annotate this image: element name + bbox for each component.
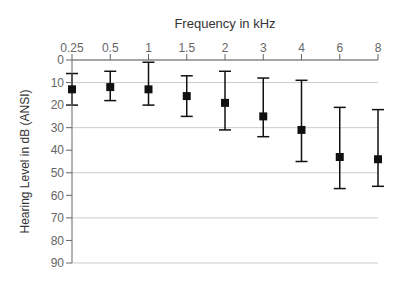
svg-text:50: 50 — [51, 166, 65, 180]
svg-text:1.5: 1.5 — [178, 41, 195, 55]
svg-text:6: 6 — [336, 41, 343, 55]
svg-text:70: 70 — [51, 211, 65, 225]
svg-text:90: 90 — [51, 256, 65, 270]
svg-text:10: 10 — [51, 76, 65, 90]
svg-text:4: 4 — [298, 41, 305, 55]
svg-text:Frequency in kHz: Frequency in kHz — [174, 16, 275, 31]
svg-text:0.5: 0.5 — [102, 41, 119, 55]
svg-text:60: 60 — [51, 189, 65, 203]
svg-text:40: 40 — [51, 143, 65, 157]
svg-text:Hearing Level in dB (ANSI): Hearing Level in dB (ANSI) — [18, 89, 32, 233]
svg-text:3: 3 — [260, 41, 267, 55]
svg-text:20: 20 — [51, 98, 65, 112]
svg-text:2: 2 — [222, 41, 229, 55]
svg-text:8: 8 — [375, 41, 382, 55]
svg-text:0: 0 — [57, 53, 64, 67]
svg-text:80: 80 — [51, 234, 65, 248]
svg-text:0.25: 0.25 — [60, 41, 84, 55]
svg-text:30: 30 — [51, 121, 65, 135]
svg-text:1: 1 — [145, 41, 152, 55]
